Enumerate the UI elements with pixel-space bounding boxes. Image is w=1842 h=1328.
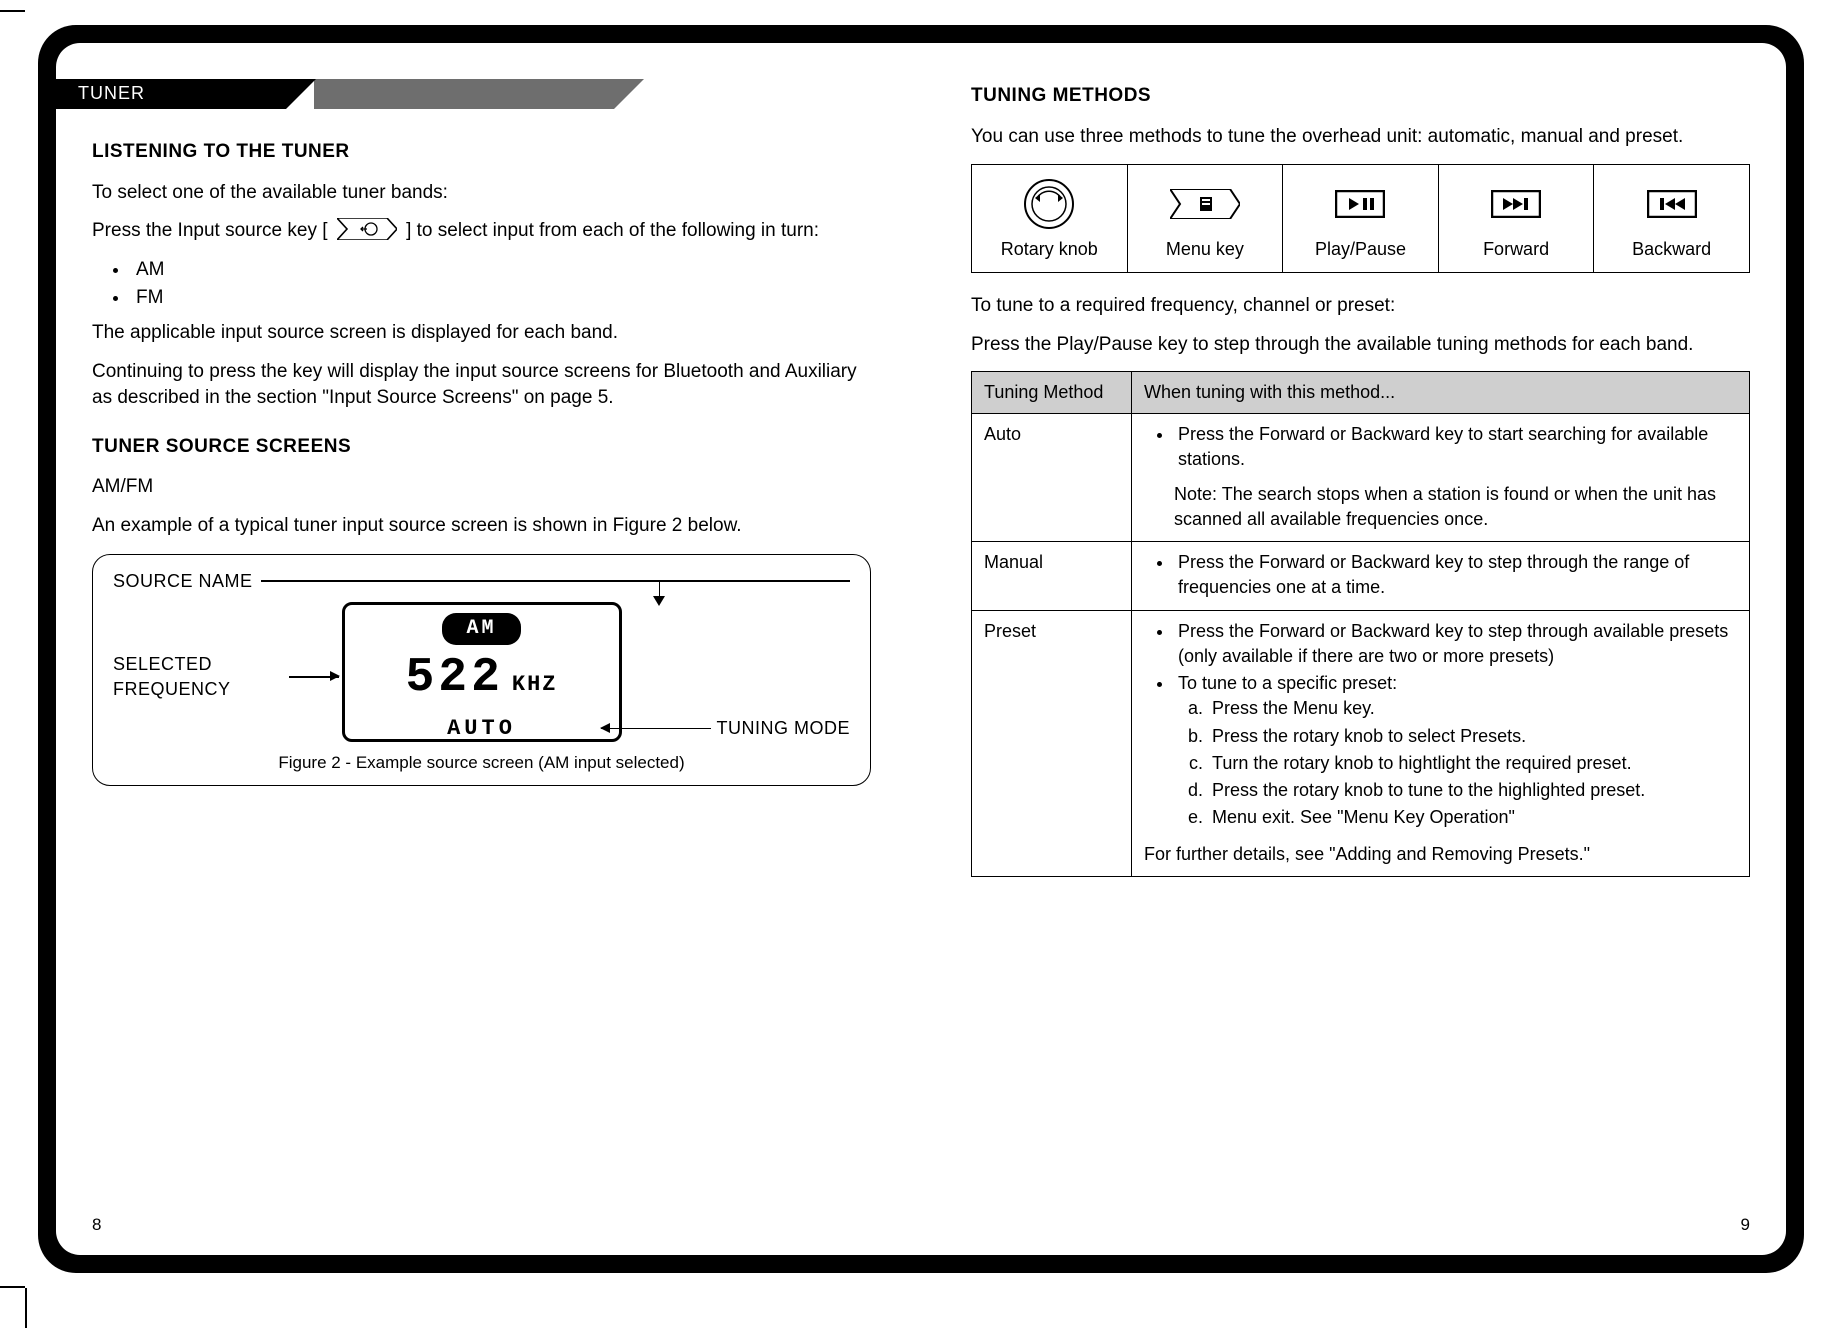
menu-key-icon bbox=[1134, 179, 1277, 229]
para-example: An example of a typical tuner input sour… bbox=[92, 513, 871, 540]
control-menu: Menu key bbox=[1128, 165, 1284, 272]
lcd-screen: AM 522 KHZ AUTO bbox=[342, 602, 622, 742]
lcd-unit: KHZ bbox=[512, 672, 558, 697]
row-preset-content: Press the Forward or Backward key to ste… bbox=[1132, 610, 1750, 876]
lcd-frequency: 522 bbox=[405, 651, 503, 705]
para-amfm: AM/FM bbox=[92, 474, 871, 501]
page-spread: TUNER LISTENING TO THE TUNER To select o… bbox=[38, 25, 1804, 1273]
figure-2: SOURCE NAME AM 522 KHZ AUTO SELECTED FREQ… bbox=[92, 554, 871, 787]
heading-source-screens: TUNER SOURCE SCREENS bbox=[92, 434, 871, 461]
heading-tuning-methods: TUNING METHODS bbox=[971, 83, 1750, 110]
heading-listening: LISTENING TO THE TUNER bbox=[92, 139, 871, 166]
lcd-band: AM bbox=[442, 613, 520, 645]
control-forward: Forward bbox=[1439, 165, 1595, 272]
section-tab: TUNER bbox=[56, 79, 616, 109]
para-select-bands: To select one of the available tuner ban… bbox=[92, 180, 871, 207]
para-three-methods: You can use three methods to tune the ov… bbox=[971, 124, 1750, 151]
page-number-left: 8 bbox=[92, 1213, 101, 1237]
section-tab-label: TUNER bbox=[78, 81, 145, 106]
th-when: When tuning with this method... bbox=[1132, 371, 1750, 413]
row-auto-content: Press the Forward or Backward key to sta… bbox=[1132, 413, 1750, 541]
backward-icon bbox=[1600, 179, 1743, 229]
band-fm: FM bbox=[130, 285, 871, 312]
label-tuning-mode: TUNING MODE bbox=[717, 716, 851, 741]
para-press-input: Press the Input source key [ ] to select… bbox=[92, 218, 871, 245]
row-manual-label: Manual bbox=[972, 541, 1132, 610]
controls-table: Rotary knob Menu key bbox=[971, 164, 1750, 273]
band-am: AM bbox=[130, 257, 871, 284]
label-source-name: SOURCE NAME bbox=[113, 569, 253, 594]
play-pause-icon bbox=[1289, 179, 1432, 229]
row-auto-label: Auto bbox=[972, 413, 1132, 541]
rotary-knob-icon bbox=[978, 179, 1121, 229]
lcd-mode: AUTO bbox=[345, 714, 619, 745]
page-inner: TUNER LISTENING TO THE TUNER To select o… bbox=[56, 43, 1786, 1255]
label-selected: SELECTED bbox=[113, 652, 283, 677]
para-applicable: The applicable input source screen is di… bbox=[92, 320, 871, 347]
input-source-key-icon bbox=[337, 218, 397, 240]
label-frequency: FREQUENCY bbox=[113, 677, 283, 702]
para-continuing: Continuing to press the key will display… bbox=[92, 359, 871, 412]
page-number-right: 9 bbox=[1741, 1213, 1750, 1237]
forward-icon bbox=[1445, 179, 1588, 229]
left-page: TUNER LISTENING TO THE TUNER To select o… bbox=[56, 43, 921, 1255]
para-press-play: Press the Play/Pause key to step through… bbox=[971, 332, 1750, 359]
th-method: Tuning Method bbox=[972, 371, 1132, 413]
para-tune-to: To tune to a required frequency, channel… bbox=[971, 293, 1750, 320]
control-rotary: Rotary knob bbox=[972, 165, 1128, 272]
control-play: Play/Pause bbox=[1283, 165, 1439, 272]
right-page: TUNING METHODS You can use three methods… bbox=[921, 43, 1786, 1255]
tuning-methods-table: Tuning Method When tuning with this meth… bbox=[971, 371, 1750, 877]
control-backward: Backward bbox=[1594, 165, 1749, 272]
row-manual-content: Press the Forward or Backward key to ste… bbox=[1132, 541, 1750, 610]
figure-caption: Figure 2 - Example source screen (AM inp… bbox=[113, 751, 850, 775]
row-preset-label: Preset bbox=[972, 610, 1132, 876]
band-list: AM FM bbox=[92, 257, 871, 312]
